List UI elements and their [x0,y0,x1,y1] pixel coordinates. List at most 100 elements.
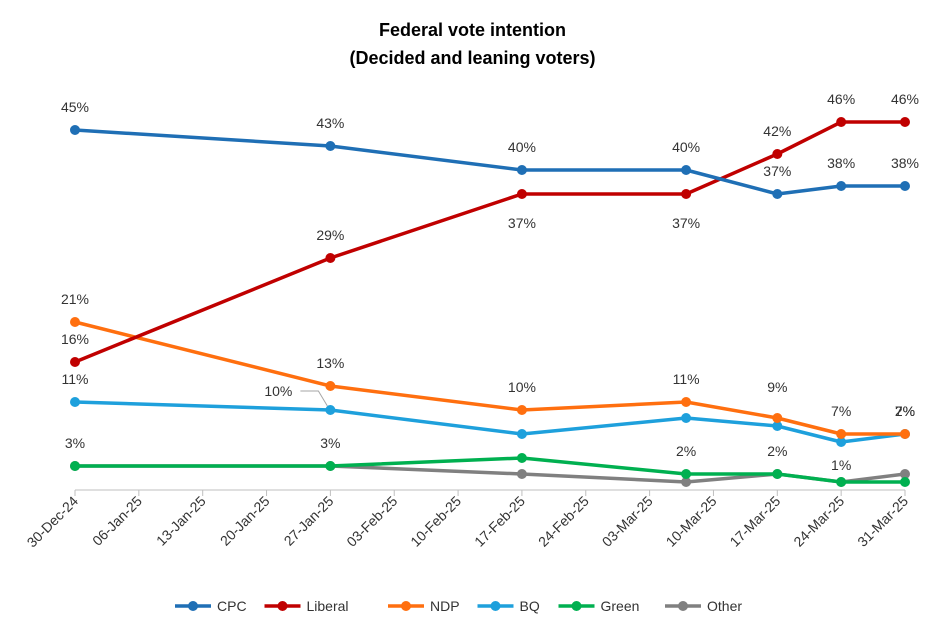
data-point-liberal [516,189,527,199]
legend-marker-green [571,601,582,611]
data-point-liberal [772,149,783,159]
data-point-ndp [836,429,847,439]
data-label-cpc: 38% [827,155,855,171]
data-point-bq [516,429,527,439]
data-point-green [516,453,527,463]
series-line-green [75,456,905,484]
data-label-ndp: 13% [316,355,344,371]
data-point-liberal [836,117,847,127]
data-label-liberal: 42% [763,123,791,139]
x-tick-label: 17-Mar-25 [726,493,783,550]
x-tick-label: 24-Feb-25 [535,493,592,550]
x-tick-label: 03-Feb-25 [343,493,400,550]
data-point-liberal [70,357,80,367]
x-tick-label: 20-Jan-25 [217,493,273,549]
data-label-liberal: 46% [891,91,919,107]
legend-label-cpc: CPC [217,598,247,614]
data-point-bq [681,413,692,423]
legend-marker-liberal [277,601,288,611]
data-label-ndp: 7% [831,403,851,419]
data-label-bq: 2% [895,403,915,419]
x-tick-label: 10-Mar-25 [663,493,720,550]
data-label-green: 2% [676,443,696,459]
data-point-ndp [325,381,336,391]
data-label-ndp: 10% [508,379,536,395]
data-point-liberal [900,117,910,127]
data-point-cpc [900,181,910,191]
data-point-green [772,469,783,479]
legend-marker-bq [490,601,501,611]
bq-label-leader-line [300,390,328,407]
data-label-cpc: 38% [891,155,919,171]
data-label-green: 2% [767,443,787,459]
data-label-bq: 11% [62,371,89,387]
data-point-green [900,477,910,487]
data-point-cpc [681,165,692,175]
data-point-cpc [70,125,80,135]
series-line-cpc [74,128,905,196]
data-point-ndp [772,413,783,423]
data-point-cpc [772,189,783,199]
data-label-cpc: 40% [672,139,700,155]
series-line-liberal [74,120,905,364]
data-label-liberal: 29% [316,227,344,243]
data-label-cpc: 37% [763,163,791,179]
data-label-liberal: 46% [827,91,855,107]
legend-marker-cpc [188,601,198,611]
legend-marker-other [678,601,688,611]
data-point-ndp [900,429,910,439]
x-tick-label: 24-Mar-25 [790,493,847,550]
x-tick-label: 17-Feb-25 [471,493,528,550]
data-label-cpc: 40% [508,139,536,155]
data-label-other: 3% [320,435,340,451]
data-label-ndp: 21% [61,291,89,307]
data-point-green [325,461,336,471]
data-point-bq [325,405,336,415]
data-point-cpc [516,165,527,175]
x-tick-label: 06-Jan-25 [89,493,145,549]
x-tick-label: 13-Jan-25 [153,493,209,549]
legend-marker-ndp [401,601,411,611]
x-tick-label: 31-Mar-25 [854,493,911,550]
data-point-other [900,469,910,479]
data-point-green [70,461,80,471]
legend-label-ndp: NDP [430,598,460,614]
data-label-ndp: 9% [767,379,787,395]
data-point-cpc [836,181,847,191]
data-point-green [681,469,692,479]
x-tick-label: 30-Dec-24 [24,493,82,551]
data-point-ndp [516,405,527,415]
data-point-liberal [681,189,692,199]
data-label-ndp: 7% [895,403,915,419]
data-label-liberal: 37% [508,215,536,231]
legend-label-liberal: Liberal [307,598,349,614]
legend-label-green: Green [601,598,640,614]
data-point-bq [836,437,847,447]
chart-subtitle: (Decided and leaning voters) [349,48,596,68]
data-label-ndp: 11% [673,371,700,387]
data-label-bq: 1% [831,457,851,473]
data-point-green [836,477,847,487]
legend-label-other: Other [707,598,742,614]
data-point-liberal [325,253,336,263]
series-line-bq [74,400,906,444]
data-point-cpc [325,141,336,151]
data-point-ndp [681,397,692,407]
data-point-other [681,477,692,487]
data-label-other: 3% [65,435,85,451]
x-tick-label: 27-Jan-25 [281,493,337,549]
data-point-other [516,469,527,479]
data-label-bq: 10% [264,383,292,399]
data-label-cpc: 43% [316,115,344,131]
x-tick-label: 10-Feb-25 [407,493,464,550]
data-point-ndp [70,317,80,327]
legend-label-bq: BQ [520,598,540,614]
data-point-bq [70,397,80,407]
data-point-bq [772,421,783,431]
data-label-cpc: 45% [61,99,89,115]
chart-title: Federal vote intention [378,20,567,40]
data-label-liberal: 37% [672,215,700,231]
x-tick-label: 03-Mar-25 [599,493,656,550]
